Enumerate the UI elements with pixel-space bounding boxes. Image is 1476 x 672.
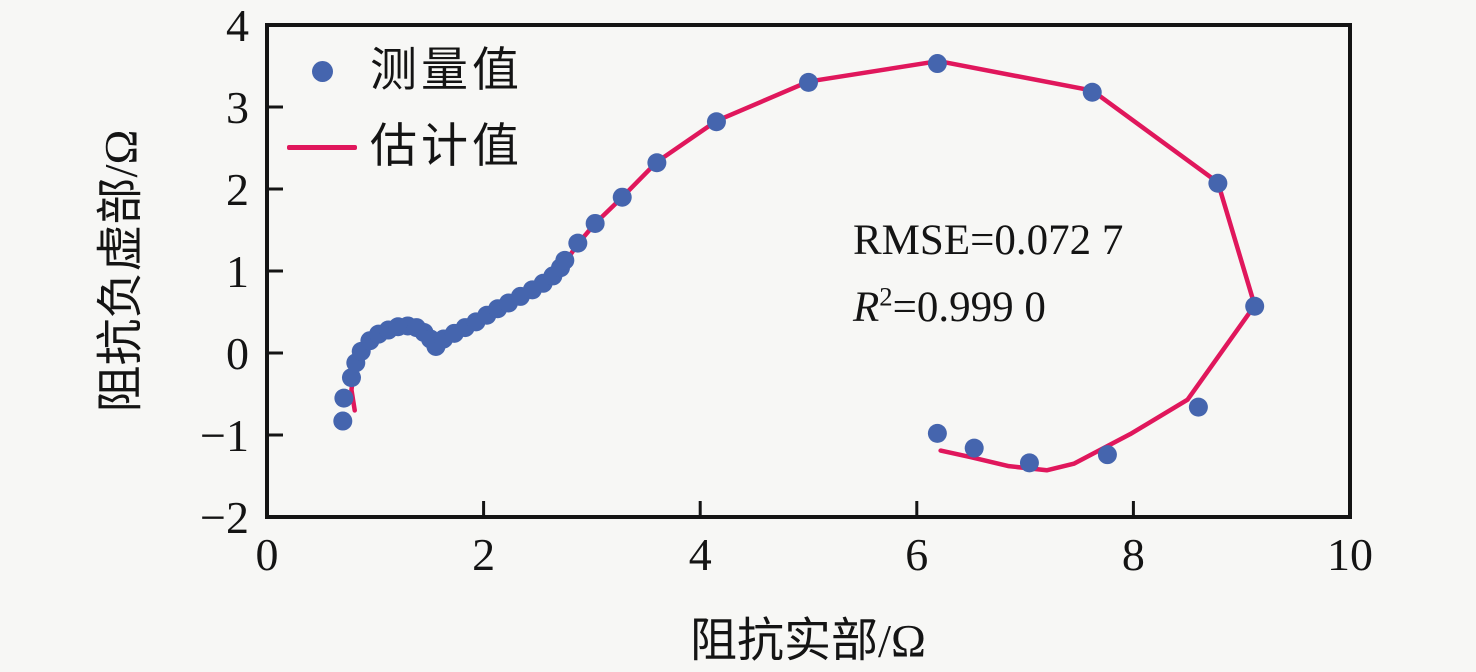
x-tick-label: 8 [1122,529,1145,580]
measured-dot [927,54,947,74]
measured-dot [555,250,575,270]
legend-item-measured: 测量值 [286,40,523,102]
y-tick-label: 1 [226,246,249,297]
x-tick-label: 10 [1327,529,1373,580]
y-tick-label: 0 [226,328,249,379]
measured-dot [1097,445,1117,465]
y-tick-label: 4 [226,0,249,51]
measured-dot [647,153,667,173]
y-tick-label: 2 [226,164,249,215]
y-tick-label: −2 [200,492,249,543]
measured-dot [1019,453,1039,473]
legend-label-measured: 测量值 [370,44,523,97]
y-tick-label: −1 [200,410,249,461]
r-squared-value: R2=0.999 0 [853,281,1046,331]
fit-statistics: RMSE=0.072 7 R2=0.999 0 [853,208,1123,341]
estimated-line-icon [286,144,358,150]
measured-dot [706,112,726,132]
measured-dot [964,438,984,458]
x-tick-label: 4 [689,529,712,580]
rmse-value: RMSE=0.072 7 [853,217,1124,264]
y-axis-label: 阻抗负虚部/Ω [95,129,148,413]
measured-dot [1082,82,1102,102]
measured-dot [333,411,353,431]
measured-dot [585,213,605,233]
measured-dot [334,388,354,408]
measured-dot [1208,173,1228,193]
legend-label-estimated: 估计值 [370,120,523,173]
measured-dot [927,423,947,443]
x-tick-label: 2 [472,529,495,580]
x-tick-label: 6 [905,529,928,580]
x-tick-label: 0 [256,529,279,580]
measured-dot [1188,397,1208,417]
measured-dot [799,72,818,92]
measured-dot-icon [286,60,358,82]
measured-dot [341,368,361,388]
measured-dot [568,233,588,253]
y-tick-label: 3 [226,82,249,133]
x-axis-label: 阻抗实部/Ω [690,615,926,668]
measured-dot [612,187,632,207]
legend-item-estimated: 估计值 [286,116,523,178]
measured-dot [1245,296,1265,316]
legend: 测量值 估计值 [286,40,523,178]
